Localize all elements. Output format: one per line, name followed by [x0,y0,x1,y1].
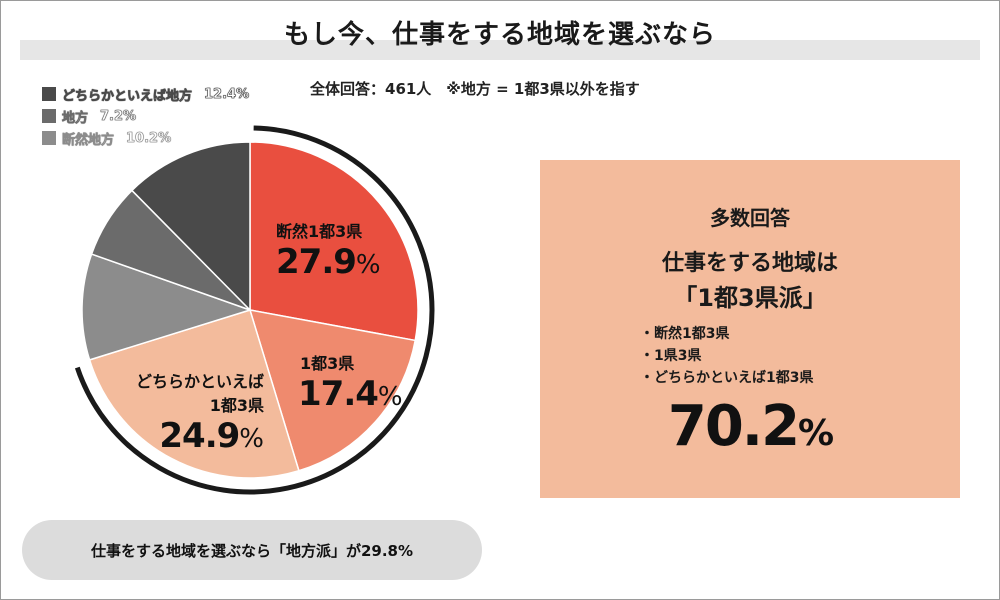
panel-heading: 多数回答 [710,206,790,230]
panel-line2: 「1都3県派」 [673,284,827,312]
legend-swatch [42,131,56,145]
slice-label-definitely-metro: 断然1都3県 27.9% [276,218,381,282]
slice-label-unit: % [355,250,381,280]
panel-list-item: どちらかといえば1都3県 [640,367,813,389]
legend-value: 10.2% [126,130,172,146]
title-underline-bar [20,40,980,60]
legend-item-leaning-regional: どちらかといえば地方 12.4% [42,83,249,105]
slice-label-metro: 1都3県 17.4% [298,350,403,414]
legend-label: 地方 [62,110,89,126]
summary-text: 仕事をする地域を選ぶなら「地方派」が29.8% [90,542,414,560]
slice-label-name-line2: 1都3県 [209,396,264,415]
panel-total: 70.2% [540,394,960,459]
legend-swatch [42,87,56,101]
legend-item-definitely-regional: 断然地方 10.2% [42,127,249,149]
respondent-note: 全体回答：461人 ※地方 = 1都3県以外を指す [310,80,640,98]
legend-swatch [42,109,56,123]
legend-label: どちらかといえば地方 [62,88,193,104]
slice-label-value: 17.4 [298,374,379,414]
panel-total-value: 70.2 [667,394,800,459]
slice-label-name: 断然1都3県 [276,222,363,241]
legend: どちらかといえば地方 12.4% 地方 7.2% 断然地方 10.2% [42,83,249,149]
panel-list: 断然1都3県 1県3県 どちらかといえば1都3県 [640,323,813,389]
majority-panel: 多数回答 仕事をする地域は 「1都3県派」 断然1都3県 1県3県 どちらかとい… [540,160,960,498]
legend-value: 7.2% [100,108,137,124]
panel-total-unit: % [798,413,834,454]
legend-item-regional: 地方 7.2% [42,105,249,127]
panel-list-item: 断然1都3県 [640,323,813,345]
slice-label-name: 1都3県 [300,354,355,373]
chart-title: もし今、仕事をする地域を選ぶなら [283,20,716,50]
summary-pill: 仕事をする地域を選ぶなら「地方派」が29.8% [22,520,482,580]
legend-label: 断然地方 [62,132,115,148]
slice-label-name-line1: どちらかといえば [135,372,264,391]
slice-label-leaning-metro: どちらかといえば 1都3県 24.9% [104,368,264,456]
slice-label-unit: % [239,424,264,454]
slice-label-unit: % [377,382,403,412]
panel-list-item: 1県3県 [640,345,813,367]
slice-label-value: 24.9 [159,416,240,456]
slice-label-value: 27.9 [276,242,357,282]
panel-line1: 仕事をする地域は [661,251,838,276]
legend-value: 12.4% [204,86,250,102]
